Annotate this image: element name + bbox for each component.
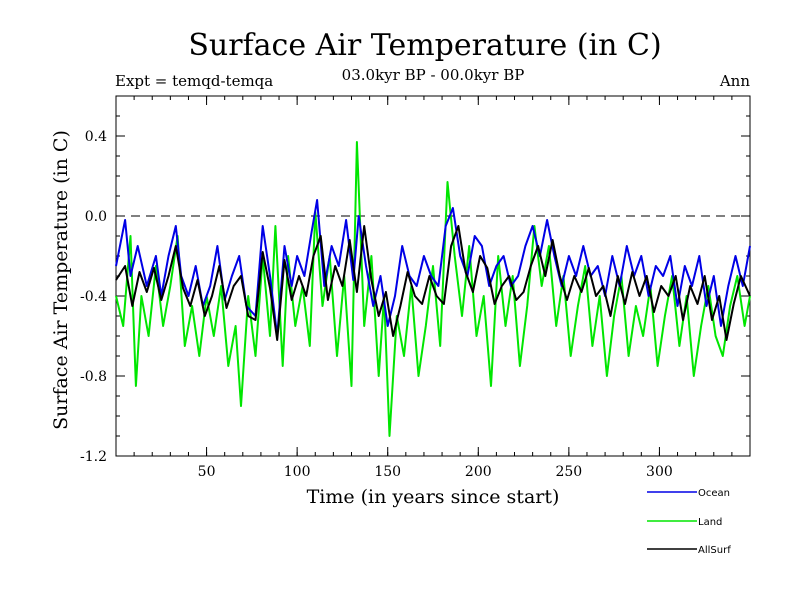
x-axis-label: Time (in years since start) [307,486,560,508]
chart-title: Surface Air Temperature (in C) [188,28,661,63]
legend-label-ocean: Ocean [698,488,730,499]
season-label: Ann [719,72,750,90]
experiment-label: Expt = temqd-temqa [115,72,273,90]
series-line-land [115,141,751,437]
time-range-label: 03.0kyr BP - 00.0kyr BP [342,66,525,84]
y-tick-label: -0.8 [80,369,107,385]
y-tick-label: 0.0 [85,209,107,225]
series-line-allsurf [115,225,751,341]
x-tick-label: 300 [646,464,673,480]
y-tick-label: 0.4 [85,129,107,145]
x-tick-label: 150 [374,464,401,480]
y-axis-label: Surface Air Temperature (in C) [50,130,72,430]
y-tick-label: -1.2 [80,449,107,465]
x-tick-label: 250 [555,464,582,480]
legend-label-land: Land [698,517,722,528]
plot-area: -1.2 -0.8 -0.4 0.0 0.4 50 100 150 200 250 300 [80,95,751,480]
x-tick-label: 200 [465,464,492,480]
legend: Ocean Land AllSurf [647,488,731,556]
x-tick-label: 50 [198,464,216,480]
y-tick-label: -0.4 [80,289,107,305]
legend-label-allsurf: AllSurf [698,545,731,556]
x-tick-label: 100 [284,464,311,480]
